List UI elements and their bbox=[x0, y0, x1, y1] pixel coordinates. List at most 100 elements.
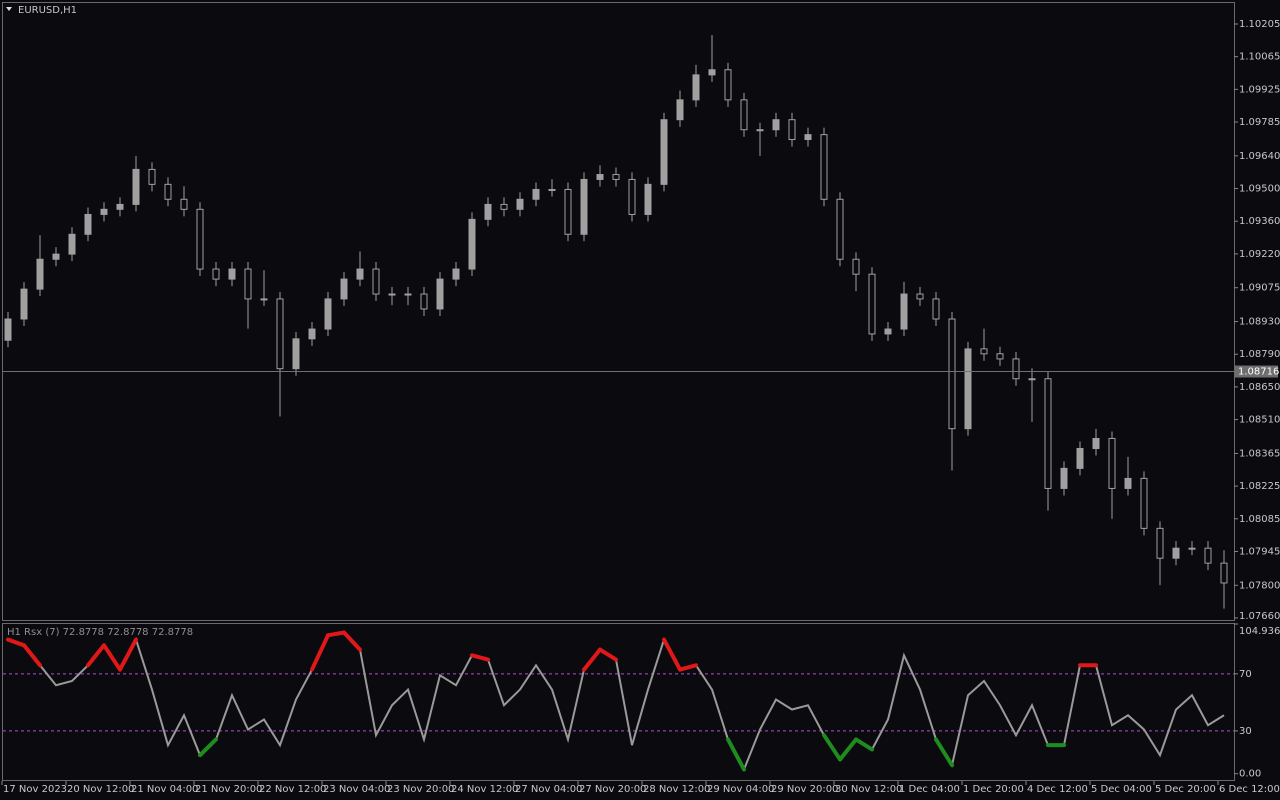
candle-body bbox=[1140, 477, 1148, 529]
candle-body bbox=[420, 293, 428, 310]
rsx-zone-segment bbox=[198, 737, 218, 758]
x-tick-label: 1 Dec 20:00 bbox=[963, 784, 1024, 795]
candle-body bbox=[692, 74, 700, 101]
candle-body bbox=[980, 348, 988, 355]
candle-body bbox=[340, 278, 348, 300]
rsx-zone-segment bbox=[854, 737, 874, 752]
symbol-title: EURUSD,H1 bbox=[18, 5, 77, 16]
y-tick-label: 1.10205 bbox=[1239, 19, 1280, 30]
rsx-zone-segment bbox=[726, 737, 746, 772]
candle-body bbox=[148, 168, 156, 185]
y-tick-label: 1.08085 bbox=[1239, 514, 1280, 525]
candle-body bbox=[868, 273, 876, 335]
candle-body bbox=[836, 198, 844, 260]
x-tick-label: 6 Dec 12:00 bbox=[1219, 784, 1280, 795]
candle-body bbox=[596, 174, 604, 180]
candle-body bbox=[756, 129, 764, 132]
candle-body bbox=[52, 253, 60, 260]
candle-body bbox=[260, 298, 268, 301]
last-price-box bbox=[1235, 365, 1278, 378]
rsx-zone-segment bbox=[678, 663, 698, 672]
candle-body bbox=[644, 183, 652, 215]
rsx-zone-segment bbox=[326, 630, 346, 638]
candle-body bbox=[68, 233, 76, 255]
candle-body bbox=[820, 134, 828, 200]
candle-body bbox=[740, 99, 748, 131]
x-tick-label: 21 Nov 04:00 bbox=[131, 784, 198, 795]
candle-body bbox=[564, 188, 572, 235]
rsx-zone-segment bbox=[470, 653, 490, 662]
y-tick-label: 1.08225 bbox=[1239, 481, 1280, 492]
rsx-zone-segment bbox=[22, 643, 42, 668]
candle-body bbox=[1172, 547, 1180, 559]
rsx-zone-segment bbox=[838, 737, 858, 762]
candle-body bbox=[1092, 437, 1100, 450]
y-tick-label: 1.09925 bbox=[1239, 84, 1280, 95]
rsx-zone-segment bbox=[822, 733, 842, 762]
candle-body bbox=[1156, 527, 1164, 559]
candle-body bbox=[84, 213, 92, 235]
candle-body bbox=[676, 99, 684, 121]
candle-body bbox=[948, 318, 956, 430]
x-tick-label: 29 Nov 20:00 bbox=[771, 784, 838, 795]
candle-body bbox=[724, 69, 732, 101]
candle-body bbox=[708, 69, 716, 76]
last-price-label: 1.08716 bbox=[1238, 367, 1279, 378]
candle-body bbox=[548, 188, 556, 191]
candle-body bbox=[196, 208, 204, 270]
rsx-zone-segment bbox=[598, 647, 618, 662]
candle-body bbox=[4, 318, 12, 341]
collapse-arrow[interactable] bbox=[6, 7, 12, 11]
x-tick-label: 29 Nov 04:00 bbox=[707, 784, 774, 795]
rsx-zone-segment bbox=[6, 637, 26, 648]
x-tick-label: 1 Dec 04:00 bbox=[899, 784, 960, 795]
rsx-zone-segment bbox=[582, 647, 602, 672]
y-tick-label: 1.08790 bbox=[1239, 349, 1280, 360]
x-tick-label: 21 Nov 20:00 bbox=[195, 784, 262, 795]
candle-body bbox=[132, 168, 140, 205]
x-tick-label: 22 Nov 12:00 bbox=[259, 784, 326, 795]
candle-body bbox=[116, 203, 124, 210]
candle-body bbox=[1188, 547, 1196, 550]
rsx-zone-segment bbox=[662, 637, 682, 672]
y-tick-label: 1.08365 bbox=[1239, 448, 1280, 459]
candle-body bbox=[404, 293, 412, 296]
y-tick-label: 1.09640 bbox=[1239, 151, 1280, 162]
candle-body bbox=[484, 203, 492, 220]
rsx-zone-segment bbox=[118, 637, 138, 672]
candle-body bbox=[532, 188, 540, 200]
x-tick-label: 5 Dec 20:00 bbox=[1155, 784, 1216, 795]
x-tick-label: 27 Nov 20:00 bbox=[579, 784, 646, 795]
candle-body bbox=[916, 293, 924, 300]
candle-body bbox=[356, 268, 364, 280]
candle-body bbox=[804, 134, 812, 141]
y-tick-label: 1.10065 bbox=[1239, 52, 1280, 63]
candle-body bbox=[228, 268, 236, 280]
candle-body bbox=[964, 348, 972, 430]
candle-body bbox=[292, 338, 300, 370]
candle-body bbox=[36, 258, 44, 290]
candle-body bbox=[852, 258, 860, 275]
candle-body bbox=[628, 178, 636, 215]
x-tick-label: 17 Nov 2023 bbox=[3, 784, 67, 795]
candle-body bbox=[436, 278, 444, 310]
candle-body bbox=[212, 268, 220, 280]
x-tick-label: 30 Nov 12:00 bbox=[835, 784, 902, 795]
x-tick-label: 23 Nov 04:00 bbox=[323, 784, 390, 795]
y-tick-label: 1.08510 bbox=[1239, 415, 1280, 426]
y-tick-label: 1.09785 bbox=[1239, 117, 1280, 128]
x-tick-label: 28 Nov 12:00 bbox=[643, 784, 710, 795]
candle-body bbox=[1108, 437, 1116, 489]
y-tick-label: 1.08650 bbox=[1239, 382, 1280, 393]
y-tick-label: 1.09360 bbox=[1239, 216, 1280, 227]
candle-body bbox=[180, 198, 188, 210]
candle-body bbox=[884, 328, 892, 335]
candle-body bbox=[996, 353, 1004, 360]
rsx-zone-segment bbox=[342, 630, 362, 652]
candle-body bbox=[516, 198, 524, 210]
candle-body bbox=[1012, 358, 1020, 380]
price-panel bbox=[2, 2, 1235, 621]
y-tick-label: 104.9369 bbox=[1239, 626, 1280, 637]
